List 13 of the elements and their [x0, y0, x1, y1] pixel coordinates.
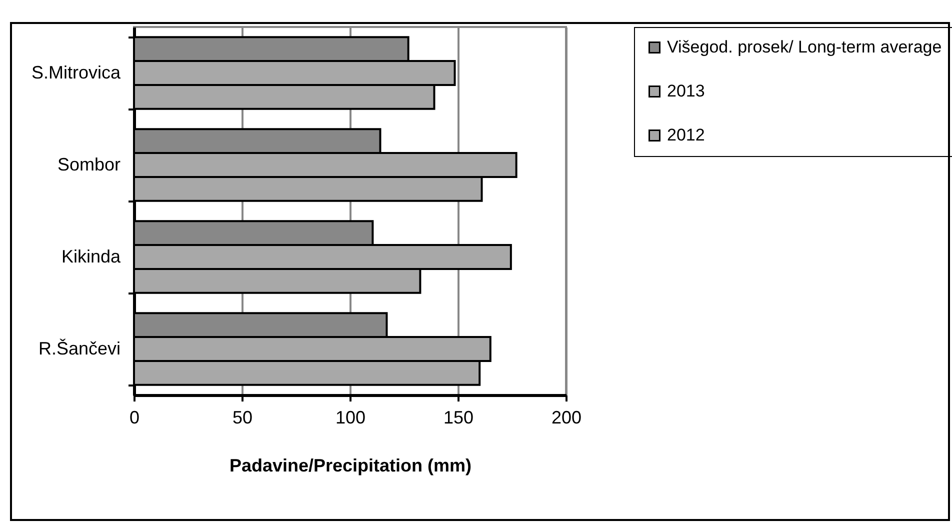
x-tick-label: 100	[335, 408, 366, 428]
y-tick-label: Kikinda	[61, 246, 122, 266]
legend-label: 2013	[667, 82, 705, 100]
x-tick-label: 50	[232, 408, 253, 428]
x-tick-label: 200	[551, 408, 582, 428]
y-tick-label: R.Šančevi	[38, 338, 120, 358]
x-axis-title: Padavine/Precipitation (mm)	[229, 456, 472, 476]
legend-label: Višegod. prosek/ Long-term average	[667, 38, 942, 56]
legend-label: 2012	[667, 126, 705, 144]
y-tick-label: Sombor	[57, 154, 120, 174]
x-tick-label: 150	[443, 408, 474, 428]
y-tick-label: S.Mitrovica	[31, 62, 122, 82]
x-tick-label: 0	[129, 408, 140, 428]
